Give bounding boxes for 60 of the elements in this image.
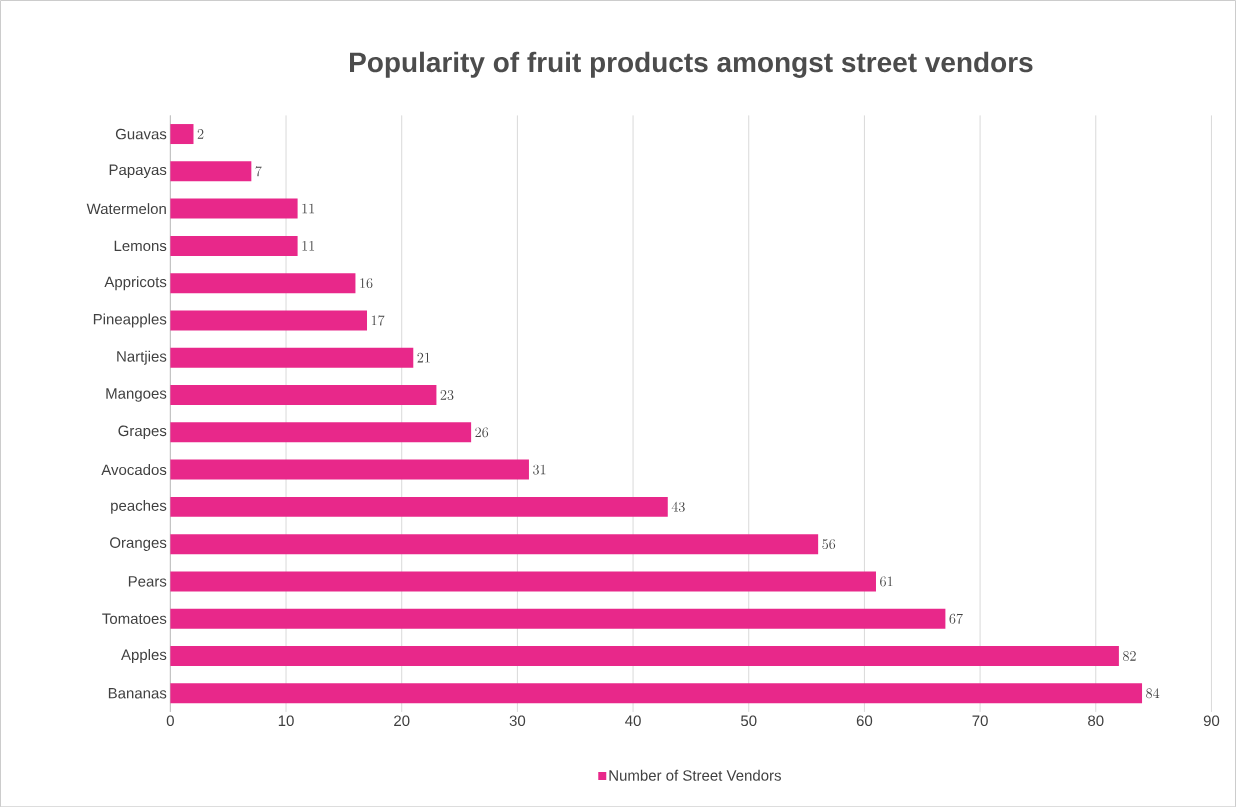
y-tick-label: Papayas — [109, 164, 167, 178]
y-tick-label: Appricots — [104, 276, 167, 290]
y-tick-label: Watermelon — [86, 202, 166, 214]
y-tick-label: Nartjies — [117, 350, 167, 365]
data-label: 11 — [302, 240, 315, 251]
bar — [170, 161, 252, 182]
legend-label: Number of Street Vendors — [609, 769, 781, 781]
data-label: 26 — [475, 427, 489, 438]
data-label: 16 — [360, 278, 373, 288]
bar — [170, 347, 414, 368]
bar — [170, 608, 946, 629]
data-label: 7 — [255, 166, 262, 177]
x-tick-label: 30 — [509, 715, 526, 726]
bar — [170, 422, 472, 443]
data-label: 67 — [949, 613, 963, 624]
x-tick-label: 90 — [1203, 715, 1220, 726]
x-tick-label: 10 — [278, 715, 294, 726]
data-label: 61 — [880, 576, 893, 587]
data-label: 84 — [1146, 688, 1160, 699]
bar — [170, 273, 356, 293]
data-label: 56 — [822, 539, 836, 549]
x-tick-label: 80 — [1088, 715, 1104, 726]
x-tick-label: 60 — [856, 715, 873, 726]
data-label: 17 — [371, 315, 385, 326]
bar — [170, 683, 1143, 704]
y-tick-label: Pears — [128, 576, 167, 587]
y-tick-label: Mangoes — [106, 388, 167, 402]
data-label: 21 — [417, 352, 430, 363]
y-tick-label: Guavas — [115, 128, 167, 140]
bar — [170, 645, 1119, 666]
data-label: 23 — [440, 389, 454, 400]
bar — [170, 459, 529, 480]
x-tick-label: 50 — [741, 715, 757, 726]
bar — [170, 571, 876, 592]
y-tick-label: peaches — [111, 499, 167, 514]
bar — [170, 310, 368, 331]
data-label: 11 — [302, 203, 315, 214]
bar — [170, 496, 668, 517]
x-tick-label: 0 — [166, 715, 174, 726]
x-tick-label: 20 — [394, 715, 410, 726]
data-label: 82 — [1123, 650, 1136, 661]
bar — [170, 235, 298, 256]
y-tick-label: Pineapples — [93, 313, 167, 328]
y-tick-label: Tomatoes — [102, 613, 167, 624]
bar — [170, 198, 298, 219]
data-label: 43 — [671, 501, 685, 512]
data-label: 31 — [533, 464, 546, 475]
y-tick-label: Apples — [121, 648, 167, 663]
y-tick-label: Lemons — [114, 240, 167, 251]
y-tick-label: Avocados — [101, 463, 167, 475]
bar — [170, 123, 194, 144]
y-tick-label: Oranges — [110, 537, 167, 551]
y-tick-label: Grapes — [118, 425, 167, 439]
data-label: 2 — [197, 128, 204, 139]
x-tick-label: 40 — [625, 715, 641, 726]
chart-title: Popularity of fruit products amongst street vendors — [350, 51, 1033, 78]
bar — [170, 384, 437, 405]
y-tick-label: Bananas — [108, 687, 167, 699]
x-tick-label: 70 — [972, 715, 988, 726]
bar — [170, 533, 819, 554]
